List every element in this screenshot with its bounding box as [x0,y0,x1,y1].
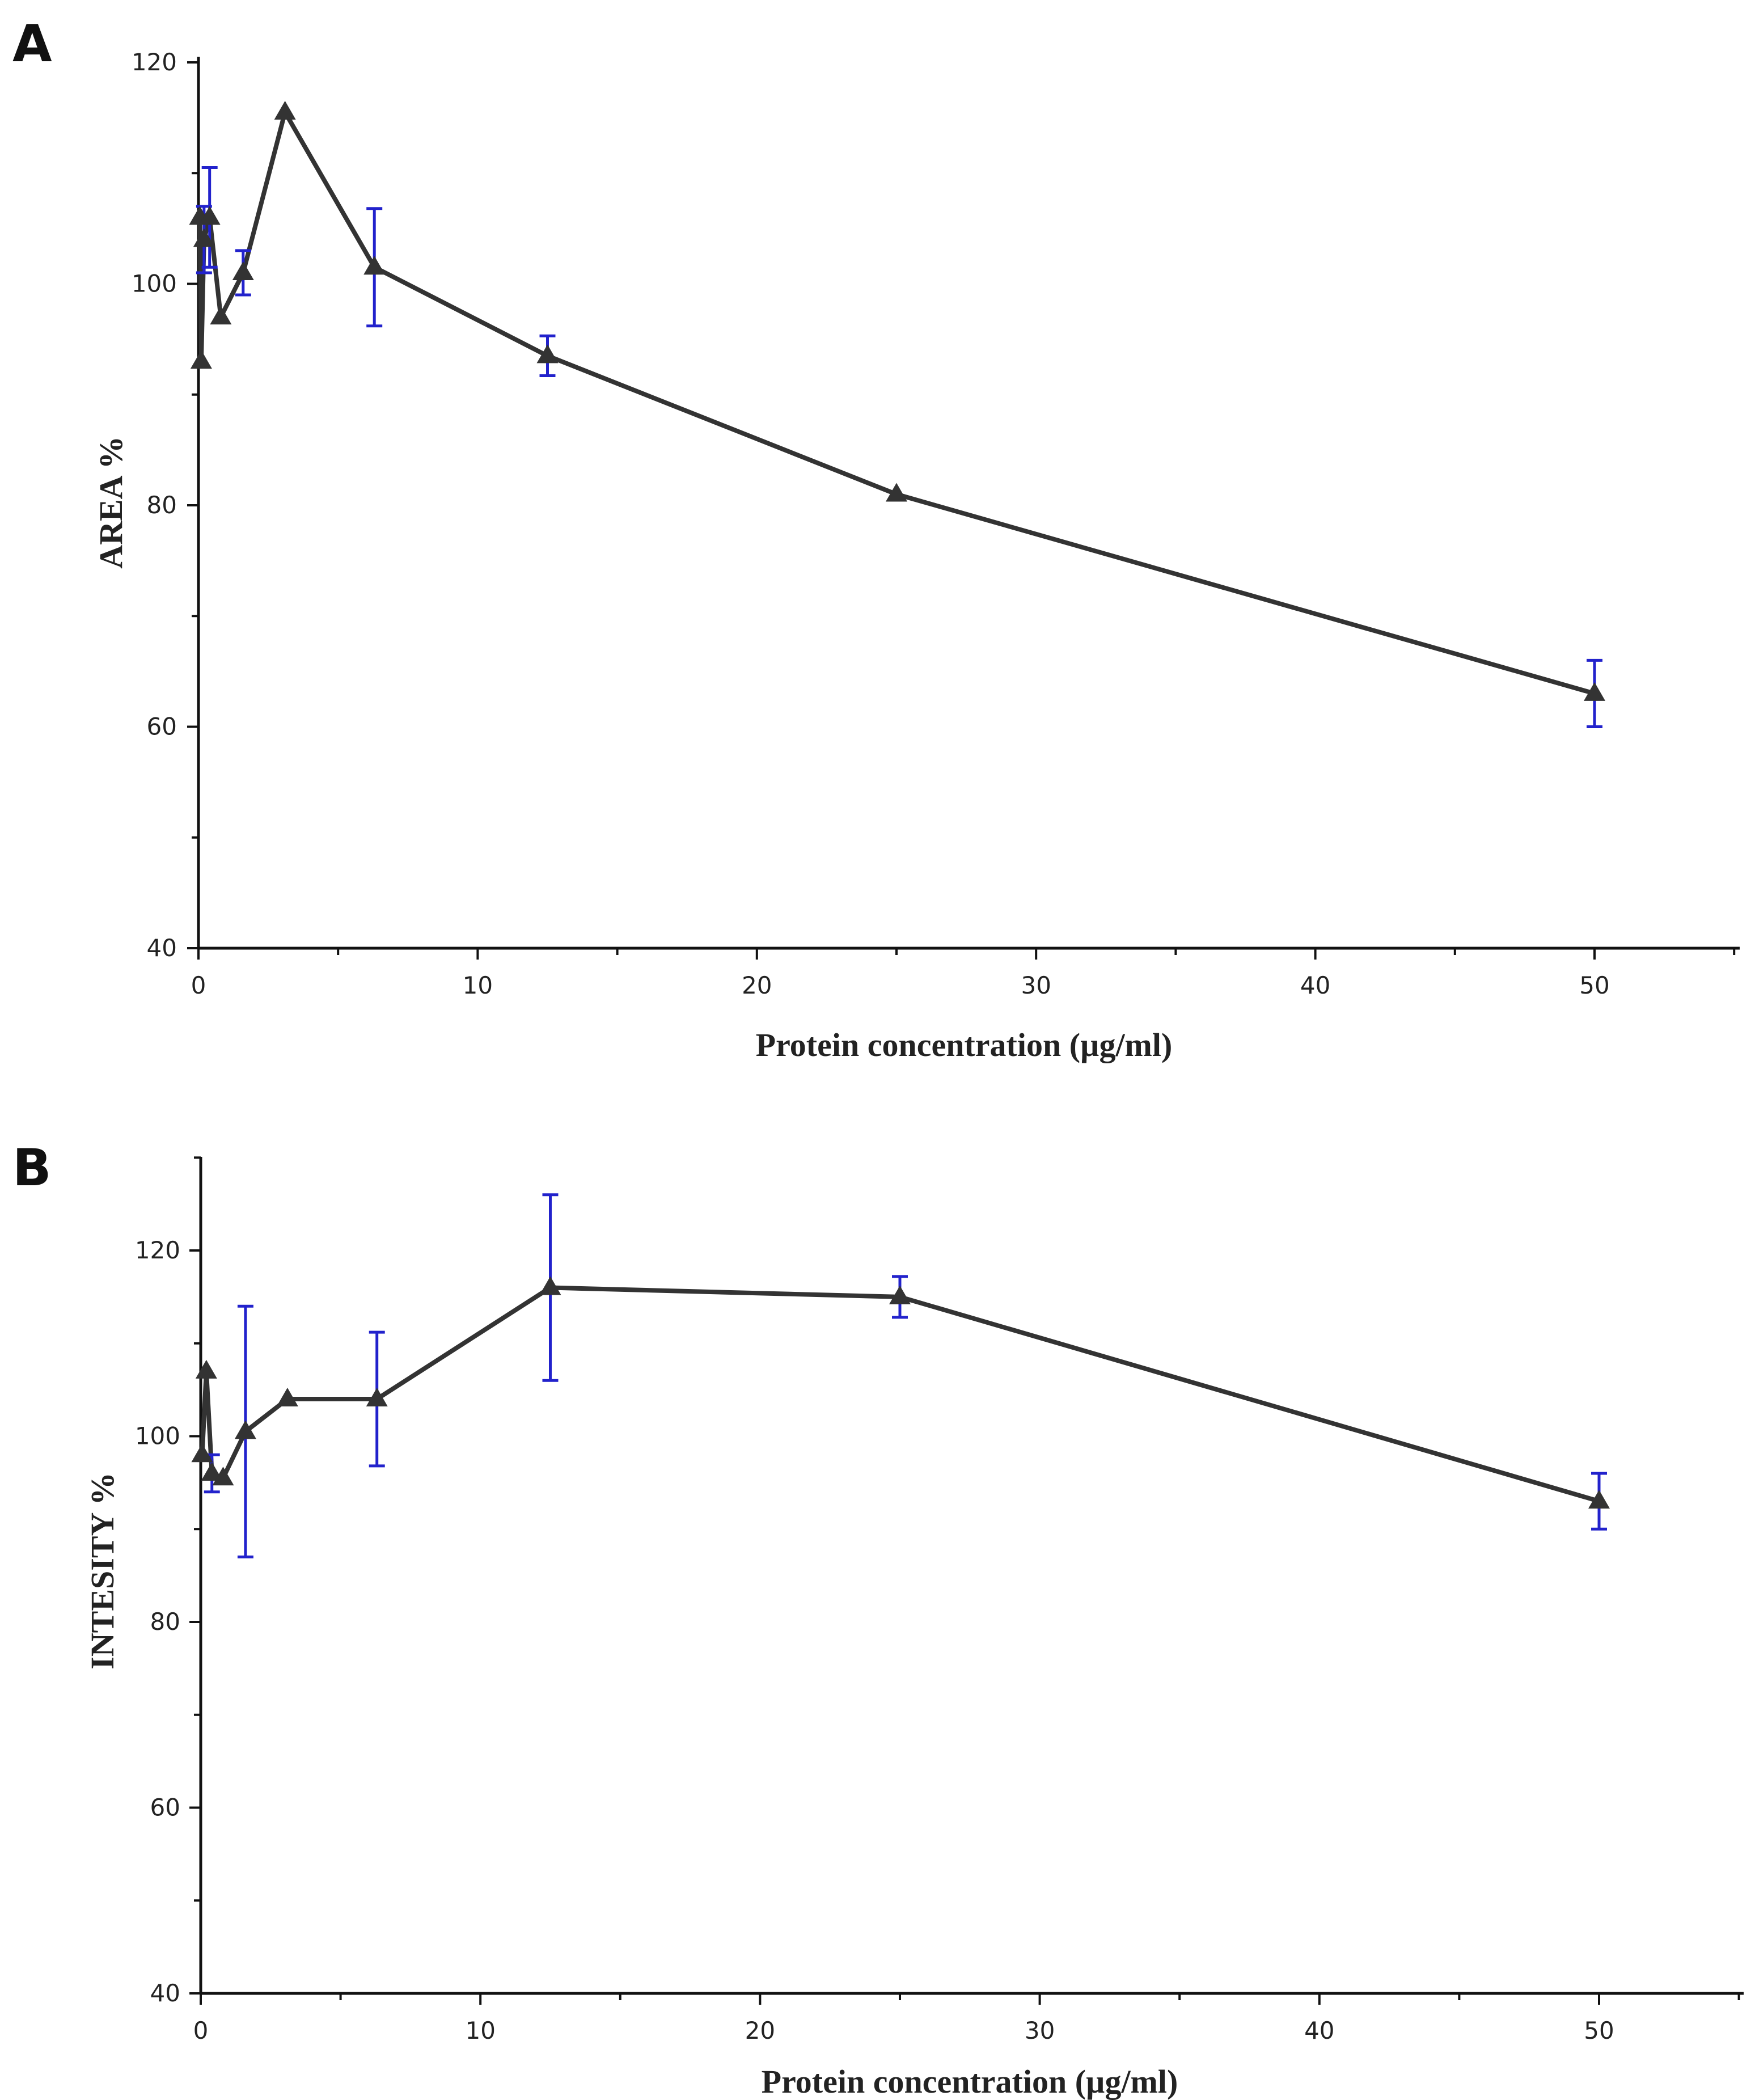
y-tick-label: 60 [150,1794,180,1822]
y-tick-label: 60 [147,713,177,741]
y-tick-label: 100 [135,1422,180,1450]
x-axis-title: Protein concentration (µg/ml) [756,1026,1173,1063]
data-point-triangle [276,1388,298,1406]
x-tick-label: 20 [742,971,772,999]
data-point-triangle [191,1443,213,1463]
x-tick-label: 30 [1021,971,1051,999]
axis-ticks: 40 60 80 100 120 0 10 20 30 40 50 [132,48,1736,999]
x-tick-label: 30 [1025,2017,1055,2044]
data-point-triangle [195,1359,217,1379]
y-axis-title: AREA % [92,436,129,569]
y-tick-label: 120 [135,1236,180,1264]
data-point-triangle [232,261,254,280]
y-tick-label: 80 [147,491,177,519]
x-axis-title: Protein concentration (µg/ml) [762,2063,1178,2100]
data-point-triangle [539,1276,561,1295]
data-point-triangle [274,100,296,120]
data-point-triangle [212,1467,234,1486]
data-point-triangle [210,306,232,325]
data-point-triangle [201,1462,223,1481]
axis-ticks: 40 60 80 100 120 0 10 20 30 40 50 [135,1156,1740,2044]
x-tick-label: 10 [463,971,493,999]
x-tick-label: 50 [1584,2017,1614,2044]
x-tick-label: 20 [745,2017,775,2044]
data-point-triangle [190,350,212,369]
panel-label-a: A [12,14,52,74]
data-point-triangle [193,228,215,247]
y-tick-label: 120 [132,48,177,76]
data-series [189,100,1605,728]
x-tick-label: 10 [465,2017,495,2044]
panel-label-b: B [12,1138,52,1198]
y-axis-title: INTESITY % [84,1472,121,1670]
data-point-triangle [363,256,386,275]
data-point-triangle [198,206,221,225]
y-tick-label: 100 [132,270,177,298]
y-tick-label: 80 [150,1608,180,1636]
series-line [197,109,1596,696]
chart-panel-b: B 40 60 80 100 120 0 10 20 30 40 50 Protein concen… [12,1138,1744,2100]
data-series [191,1193,1610,1558]
chart-panel-a: A 40 60 80 100 120 0 10 20 30 40 50 Protein concen… [12,14,1740,1063]
data-point-triangle [234,1420,256,1439]
y-tick-label: 40 [150,1979,180,2007]
data-point-triangle [366,1388,388,1406]
x-tick-label: 50 [1579,971,1609,999]
x-tick-label: 40 [1300,971,1330,999]
x-tick-label: 40 [1304,2017,1334,2044]
data-point-triangle [1584,682,1605,701]
data-point-triangle [1588,1490,1610,1509]
series-line [200,1285,1600,1503]
x-tick-label: 0 [191,971,206,999]
data-point-triangle [889,1285,911,1304]
x-tick-label: 0 [193,2017,209,2044]
y-tick-label: 40 [147,934,177,962]
data-point-triangle [886,483,907,502]
data-point-triangle [536,344,559,364]
